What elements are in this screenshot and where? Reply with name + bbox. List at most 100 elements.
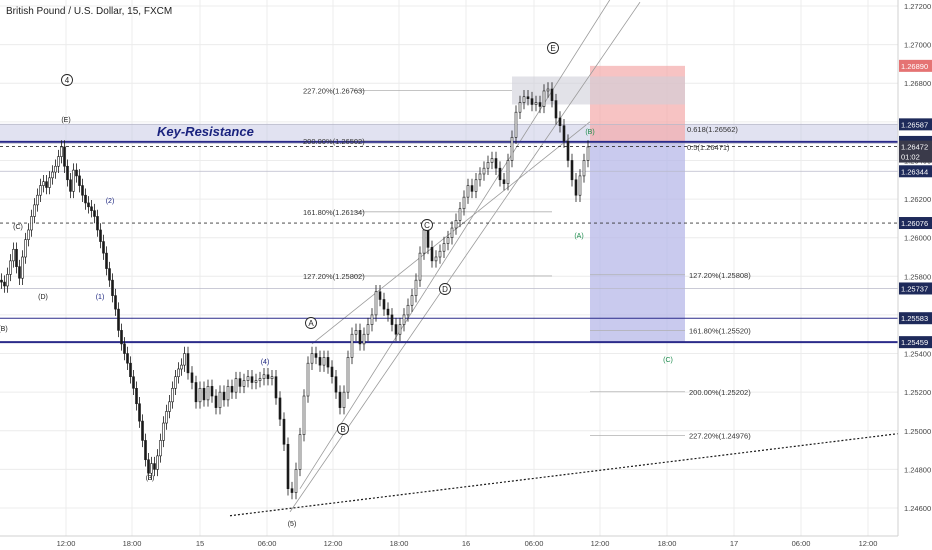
- time-tick-label: 12:00: [859, 539, 878, 548]
- wave-label-circle: [439, 283, 451, 295]
- candle-body: [542, 90, 546, 107]
- candle-body: [434, 256, 438, 262]
- extension-target-box: [512, 76, 685, 105]
- fib-label: 227.20%(1.24976): [689, 431, 751, 440]
- candle-body: [538, 102, 542, 107]
- candle-body: [470, 185, 474, 192]
- candle-body: [402, 314, 406, 325]
- candle-body: [120, 330, 123, 345]
- candle-body: [234, 378, 238, 393]
- candle-body: [442, 243, 446, 252]
- time-tick-label: 17: [730, 539, 738, 548]
- candle-body: [190, 372, 194, 383]
- candle-body: [446, 237, 450, 244]
- candle-body: [422, 229, 426, 254]
- candle-body: [526, 96, 530, 99]
- time-tick-label: 06:00: [792, 539, 811, 548]
- candle-body: [530, 98, 534, 105]
- candle-body: [474, 179, 478, 192]
- price-tick-label: 1.24600: [904, 504, 931, 513]
- candle-body: [522, 96, 526, 103]
- candle-body: [382, 299, 386, 310]
- time-tick-label: 06:00: [525, 539, 544, 548]
- candle-body: [78, 175, 81, 186]
- candle-body: [36, 194, 39, 206]
- candle-body: [242, 380, 246, 387]
- candle-body: [171, 387, 174, 403]
- key-resistance-zone: [0, 123, 898, 143]
- candle-body: [21, 256, 24, 279]
- candle-body: [574, 179, 578, 196]
- candle-body: [141, 420, 144, 441]
- price-tag-label: 1.26587: [901, 120, 928, 129]
- wave-label-circle: [547, 42, 559, 54]
- candle-body: [177, 368, 180, 378]
- wave-label: (C): [13, 224, 23, 231]
- candle-body: [250, 376, 254, 383]
- candle-body: [84, 194, 87, 204]
- candle-body: [314, 353, 318, 358]
- candle-body: [390, 314, 394, 325]
- candle-body: [0, 279, 3, 283]
- candle-body: [290, 488, 294, 493]
- candle-body: [466, 185, 470, 198]
- candle-body: [458, 208, 462, 221]
- price-tag-label: 1.25459: [901, 338, 928, 347]
- candle-body: [132, 376, 135, 389]
- candle-body: [274, 376, 278, 399]
- candle-body: [306, 362, 310, 397]
- wave-label: (5): [288, 521, 297, 528]
- wave-label: A: [308, 319, 314, 328]
- price-tick-label: 1.25400: [904, 350, 931, 359]
- candle-body: [462, 196, 466, 210]
- fib-label: 127.20%(1.25808): [689, 271, 751, 280]
- fib-label: 227.20%(1.26763): [303, 86, 365, 95]
- price-tag-label: 1.26890: [901, 62, 928, 71]
- candle-body: [374, 291, 378, 316]
- candle-body: [394, 324, 398, 335]
- wave-label: (A): [574, 233, 583, 240]
- candle-body: [318, 357, 322, 366]
- candle-body: [238, 378, 242, 387]
- price-tag-box: [899, 165, 932, 178]
- wave-label: (D): [38, 294, 48, 301]
- candle-body: [27, 229, 30, 240]
- candle-body: [102, 241, 105, 254]
- key-resistance-label: Key-Resistance: [157, 124, 254, 139]
- price-tick-label: 1.27200: [904, 2, 931, 11]
- wave-label: B: [340, 425, 345, 434]
- fib-label: 127.20%(1.25802): [303, 272, 365, 281]
- fib-label: 0.618(1.26562): [687, 125, 738, 134]
- fib-label: 0.5(1.26471): [687, 143, 730, 152]
- wave-label: (B): [585, 129, 594, 136]
- candle-body: [230, 386, 234, 393]
- candle-body: [198, 387, 202, 403]
- candle-body: [90, 206, 93, 211]
- candle-body: [246, 376, 250, 381]
- candle-body: [370, 314, 374, 325]
- candle-body: [114, 295, 117, 310]
- candle-body: [75, 169, 78, 177]
- candle-body: [378, 291, 382, 300]
- time-tick-label: 18:00: [658, 539, 677, 548]
- candle-body: [426, 229, 430, 248]
- candle-body: [218, 391, 222, 408]
- candle-body: [72, 169, 75, 192]
- time-axis: 12:00 18:00 15 06:00 12:00 18:00 16 06:00 12:00 1…: [0, 535, 898, 548]
- candle-body: [342, 391, 346, 408]
- price-tick-label: 1.25800: [904, 272, 931, 281]
- candle-body: [322, 357, 326, 366]
- price-tag-box: [899, 140, 932, 153]
- dotted-trendline: [229, 433, 899, 517]
- wave-label: (C): [663, 357, 673, 364]
- candle-body: [63, 146, 66, 167]
- price-tick-label: 1.25000: [904, 427, 931, 436]
- candle-body: [558, 117, 562, 127]
- candle-body: [12, 248, 15, 262]
- candle-body: [202, 387, 206, 401]
- candle-body: [302, 395, 306, 435]
- candle-body: [570, 160, 574, 181]
- candle-body: [266, 374, 270, 379]
- candle-body: [514, 111, 518, 138]
